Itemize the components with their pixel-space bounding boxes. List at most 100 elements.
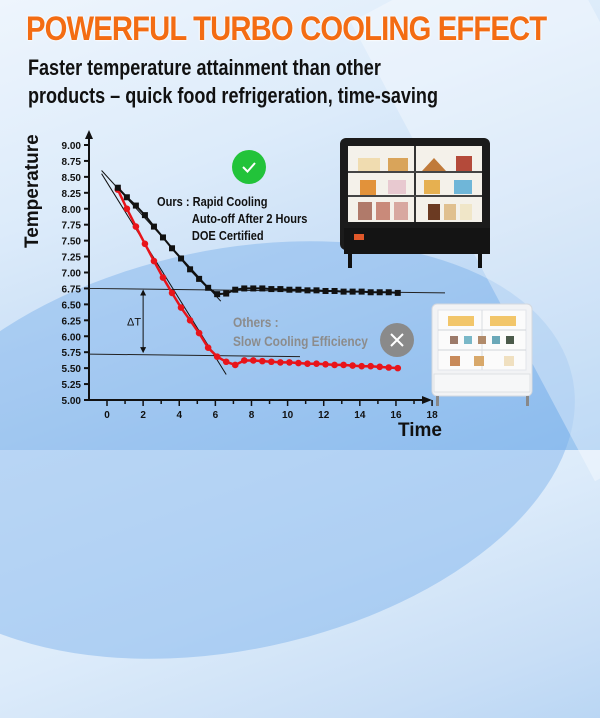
data-point xyxy=(322,361,329,368)
data-point xyxy=(376,363,384,371)
data-point xyxy=(394,364,402,372)
legend-others: Others : Slow Cooling Efficiency xyxy=(233,313,368,351)
data-point xyxy=(205,284,212,291)
data-point xyxy=(376,289,383,296)
data-point xyxy=(349,362,356,369)
data-point xyxy=(367,362,374,370)
delta-t-annotation: ΔT xyxy=(127,289,147,354)
data-point xyxy=(132,202,139,209)
x-tick-label: 2 xyxy=(140,410,146,421)
data-point xyxy=(114,184,121,191)
data-point xyxy=(277,286,284,293)
x-tick-label: 16 xyxy=(390,410,402,421)
y-tick-label: 6.00 xyxy=(62,332,82,343)
data-point xyxy=(340,288,347,295)
y-tick-label: 8.00 xyxy=(62,205,82,216)
y-tick-label: 9.00 xyxy=(62,141,82,152)
data-point xyxy=(313,360,320,367)
data-point xyxy=(249,357,257,364)
y-tick-label: 5.75 xyxy=(62,348,82,359)
data-point xyxy=(169,245,176,252)
x-tick-label: 10 xyxy=(282,410,294,421)
y-tick-label: 6.75 xyxy=(62,284,82,295)
page-title: POWERFUL TURBO COOLING EFFECT xyxy=(26,10,547,48)
data-point xyxy=(195,329,203,337)
data-point xyxy=(231,361,239,369)
legend-ours-line-1: Ours : Rapid Cooling xyxy=(157,194,268,209)
x-tick-label: 6 xyxy=(213,410,219,421)
temperature-vs-time-chart: 5.00 5.25 5.50 5.75 6.00 6.25 6.50 6.75 7.00 7.25… xyxy=(62,130,446,421)
data-point xyxy=(385,364,393,371)
data-point xyxy=(141,212,148,219)
y-tick-label: 5.25 xyxy=(62,380,82,391)
data-point xyxy=(268,358,275,366)
subtitle-line-1: Faster temperature attainment than other xyxy=(28,55,381,80)
legend-others-line-2: Slow Cooling Efficiency xyxy=(233,333,368,349)
y-axis-label: Temperature xyxy=(22,134,43,248)
y-tick-label: 7.00 xyxy=(62,269,82,280)
x-tick-label: 14 xyxy=(354,410,366,421)
data-point xyxy=(286,359,293,366)
data-point xyxy=(150,223,157,230)
data-point xyxy=(295,286,302,293)
legend-others-line-1: Others : xyxy=(233,314,279,330)
data-point xyxy=(331,361,338,369)
y-tick-label: 8.25 xyxy=(62,189,82,200)
x-tick-label: 4 xyxy=(176,410,182,421)
data-point xyxy=(232,286,239,293)
data-point xyxy=(141,240,149,248)
data-point xyxy=(259,357,266,365)
data-point xyxy=(240,357,248,364)
legend-ours-line-2: Auto-off After 2 Hours xyxy=(191,211,308,226)
data-point xyxy=(250,285,257,292)
data-point xyxy=(358,362,365,370)
chart-axes: 5.00 5.25 5.50 5.75 6.00 6.25 6.50 6.75 7.00 7.25… xyxy=(62,130,439,421)
series-ours-black xyxy=(114,184,401,298)
data-point xyxy=(123,194,130,201)
data-point xyxy=(132,223,140,230)
subtitle-line-2: products – quick food refrigeration, tim… xyxy=(28,83,438,108)
data-point xyxy=(295,359,302,367)
data-point xyxy=(177,304,185,311)
y-tick-label: 5.50 xyxy=(62,364,82,375)
y-tick-label: 8.50 xyxy=(62,173,82,184)
y-tick-label: 7.50 xyxy=(62,237,82,248)
data-point xyxy=(313,287,320,294)
y-tick-label: 6.50 xyxy=(62,300,82,311)
data-point xyxy=(331,287,338,294)
data-point xyxy=(223,290,230,297)
data-point xyxy=(187,266,194,273)
data-point xyxy=(304,360,311,367)
data-point xyxy=(159,234,166,241)
data-point xyxy=(196,275,203,282)
series-others-red xyxy=(114,186,402,372)
data-point xyxy=(268,286,275,293)
data-point xyxy=(222,358,230,366)
y-tick-label: 6.25 xyxy=(62,316,82,327)
x-tick-label: 18 xyxy=(427,410,439,421)
data-point xyxy=(322,287,329,294)
x-axis-label: Time xyxy=(398,420,443,441)
data-point xyxy=(286,286,293,293)
page-subtitle: Faster temperature attainment than other… xyxy=(28,54,438,110)
data-point xyxy=(259,285,266,292)
y-tick-label: 7.75 xyxy=(62,221,82,232)
data-point xyxy=(349,288,356,295)
data-point xyxy=(123,205,131,213)
data-point xyxy=(277,359,284,366)
y-tick-label: 5.00 xyxy=(62,396,82,407)
delta-t-label: ΔT xyxy=(127,316,141,328)
data-point xyxy=(358,288,365,295)
data-point xyxy=(241,285,248,292)
data-point xyxy=(367,289,374,296)
black-display-fridge-image xyxy=(340,138,490,268)
legend-ours: Ours : Rapid Cooling Auto-off After 2 Ho… xyxy=(157,193,307,244)
data-point xyxy=(178,255,185,262)
data-point xyxy=(204,344,212,352)
data-point xyxy=(214,291,221,298)
x-tick-label: 8 xyxy=(249,410,255,421)
data-point xyxy=(340,361,347,369)
y-tick-label: 8.75 xyxy=(62,157,82,168)
data-point xyxy=(150,257,158,265)
data-point xyxy=(168,289,176,297)
